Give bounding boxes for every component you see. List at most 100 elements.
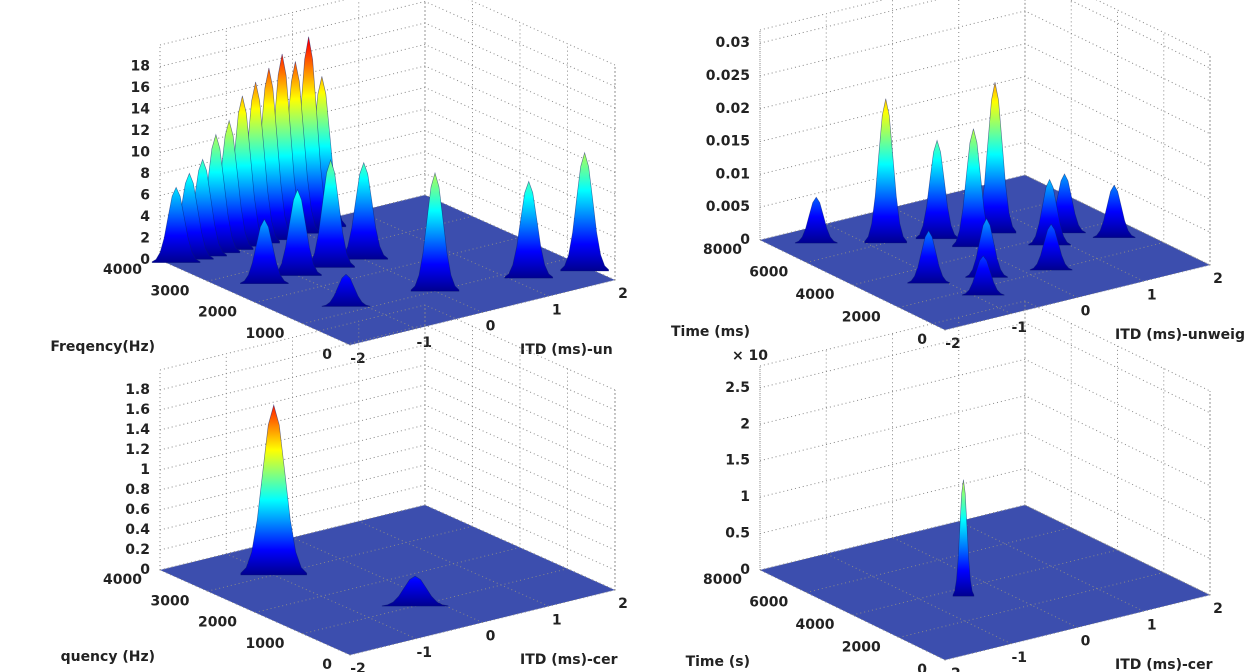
y-tick-label: 2000 [198, 615, 237, 631]
z-tick-label: 8 [140, 166, 150, 182]
z-tick-label: 1.4 [125, 422, 150, 438]
y-tick-label: 3000 [151, 593, 190, 609]
grid-line [958, 0, 1144, 282]
surface-peak [339, 161, 389, 260]
z-tick-label: 14 [131, 102, 151, 118]
y-axis-label: Time (s) [686, 654, 750, 670]
z-tick-label: 0.02 [715, 101, 750, 117]
y-tick-label: 3000 [151, 283, 190, 299]
x-tick-label: 2 [618, 596, 628, 612]
z-tick-label: 4 [140, 209, 150, 225]
grid-line [759, 358, 1211, 450]
z-tick-label: 0 [140, 252, 150, 268]
grid-line [159, 65, 616, 152]
surface-peak [965, 217, 1008, 278]
x-tick-label: 0 [1081, 634, 1091, 650]
y-tick-label: 6000 [749, 595, 788, 611]
y-tick-label: 6000 [749, 265, 788, 281]
z-tick-label: 12 [131, 123, 150, 139]
z-tick-label: 1 [740, 489, 750, 505]
z-tick-label: 0.6 [125, 502, 150, 518]
surface-peak [240, 403, 308, 576]
z-tick-label: 0.4 [125, 522, 150, 538]
grid-line [159, 305, 426, 571]
grid-line [944, 55, 1211, 331]
z-tick-label: 0.8 [125, 482, 150, 498]
grid-line [159, 324, 616, 411]
y-tick-label: 8000 [703, 572, 742, 588]
grid-line [254, 347, 521, 613]
x-tick-label: 0 [1081, 304, 1091, 320]
z-tick-label: 0.005 [706, 199, 750, 215]
grid-line [349, 65, 616, 346]
grid-line [892, 333, 1078, 628]
y-axis-label: Time (ms) [671, 324, 750, 340]
grid-line [159, 172, 616, 259]
grid-line [892, 0, 1078, 298]
surface-peak [381, 575, 449, 607]
y-tick-label: 2000 [198, 305, 237, 321]
grid-line [759, 43, 1211, 135]
surface-peak [306, 159, 355, 268]
grid-line [159, 424, 616, 511]
x-tick-label: -1 [416, 645, 432, 661]
y-tick-label: 2000 [842, 310, 881, 326]
y-tick-label: 0 [917, 662, 927, 672]
z-tick-label: 2 [740, 416, 750, 432]
surface-peak [794, 196, 838, 244]
x-tick-label: -1 [416, 335, 432, 351]
x-tick-label: 1 [552, 302, 562, 318]
z-tick-label: 0.5 [725, 526, 750, 542]
grid-line [759, 301, 1026, 571]
x-tick-label: -2 [945, 336, 961, 352]
z-tick-label: 6 [140, 188, 150, 204]
grid-line [159, 43, 616, 130]
grid-line [944, 391, 1211, 661]
x-tick-label: -2 [945, 666, 961, 672]
grid-line [759, 468, 1211, 560]
z-tick-label: 1 [140, 462, 150, 478]
z-tick-label: 1.8 [125, 382, 150, 398]
y-tick-label: 1000 [246, 326, 285, 342]
x-tick-label: 0 [486, 319, 496, 335]
grid-line [806, 323, 1072, 593]
grid-line [159, 22, 616, 109]
y-tick-label: 4000 [796, 617, 835, 633]
z-tick-label: 10 [131, 145, 151, 161]
y-tick-label: 4000 [103, 572, 142, 588]
z-tick-label: 2 [140, 231, 150, 247]
grid-line [759, 30, 946, 331]
x-axis-label: ITD (ms)-unweig [1115, 327, 1245, 343]
grid-line [852, 346, 1118, 616]
y-axis-label: quency (Hz) [61, 649, 155, 665]
grid-line [759, 76, 1211, 168]
grid-line [159, 151, 616, 238]
z-tick-label: 16 [131, 80, 150, 96]
y-axis-label: Freqency(Hz) [50, 339, 155, 355]
z-tick-label: 0.01 [715, 166, 750, 182]
grid-line [825, 13, 1012, 315]
surface-peak [952, 479, 975, 597]
x-tick-label: 1 [1147, 287, 1157, 303]
surface-peak [1092, 184, 1136, 239]
grid-line [349, 390, 616, 656]
z-tick-label: 1.5 [725, 453, 750, 469]
grid-line [759, 322, 1211, 414]
x-tick-label: -2 [350, 661, 366, 672]
z-tick-label: 0.025 [706, 68, 750, 84]
grid-line [759, 0, 1026, 241]
grid-line [159, 108, 616, 195]
grid-line [1024, 301, 1211, 596]
x-axis-label: ITD (ms)-un [520, 342, 613, 358]
x-axis-label: ITD (ms)-cer [520, 652, 618, 668]
grid-line [958, 317, 1144, 612]
y-tick-label: 8000 [703, 242, 742, 258]
x-tick-label: -1 [1011, 320, 1027, 336]
surface-peak [240, 218, 289, 285]
z-tick-label: 0.03 [715, 35, 750, 51]
y-tick-label: 0 [917, 332, 927, 348]
y-tick-label: 1000 [246, 636, 285, 652]
surface-peak [410, 171, 460, 292]
y-tick-label: 4000 [796, 287, 835, 303]
